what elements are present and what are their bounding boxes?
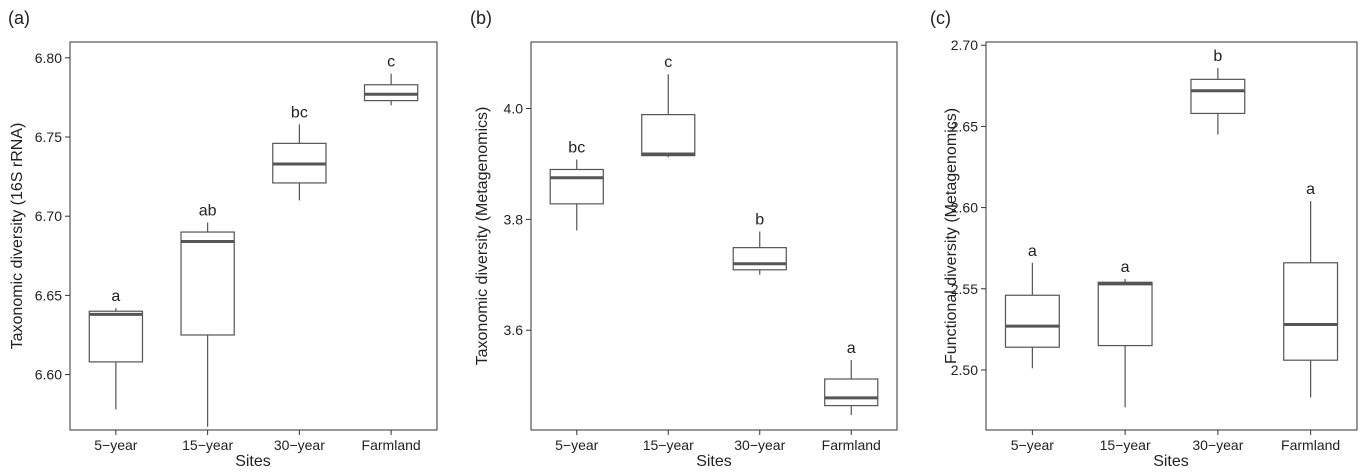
significance-letter: a xyxy=(847,340,856,357)
y-tick-label: 2.65 xyxy=(951,118,978,134)
iqr-box xyxy=(641,114,696,157)
box-1: a xyxy=(1004,243,1060,369)
iqr-box xyxy=(1097,281,1153,347)
iqr-box xyxy=(1283,262,1339,361)
x-tick-label: 5−year xyxy=(94,437,138,453)
y-tick-label: 6.65 xyxy=(35,287,62,303)
plot-frame xyxy=(985,41,1358,431)
x-tick-label: 15−year xyxy=(182,437,233,453)
y-tick-label: 2.50 xyxy=(951,362,978,378)
panel-label: (b) xyxy=(470,8,492,28)
significance-letter: b xyxy=(1213,48,1222,65)
significance-letter: b xyxy=(755,212,764,229)
x-axis-label: Sites xyxy=(235,453,271,467)
y-tick-label: 6.60 xyxy=(35,367,62,383)
x-tick-label: Farmland xyxy=(822,437,881,453)
y-axis-label: Taxonomic diversity (16S rRNA) xyxy=(9,123,26,350)
box-4: c xyxy=(363,54,419,106)
y-tick-label: 3.6 xyxy=(504,322,524,338)
plot-frame xyxy=(69,41,438,431)
x-tick-label: 15−year xyxy=(1100,437,1151,453)
significance-letter: a xyxy=(111,288,120,305)
y-tick-label: 6.80 xyxy=(35,50,62,66)
significance-letter: a xyxy=(1306,181,1315,198)
box-3: b xyxy=(732,212,787,275)
box-4: a xyxy=(1283,181,1339,398)
panel-label: (a) xyxy=(8,8,30,28)
significance-letter: c xyxy=(387,54,395,71)
y-tick-label: 6.75 xyxy=(35,129,62,145)
iqr-box xyxy=(363,84,419,102)
box-3: b xyxy=(1190,48,1246,135)
x-axis-label: Sites xyxy=(696,453,732,467)
y-tick-label: 2.55 xyxy=(951,281,978,297)
significance-letter: bc xyxy=(568,140,585,157)
x-tick-label: 5−year xyxy=(555,437,599,453)
iqr-box xyxy=(88,310,144,363)
x-tick-label: 5−year xyxy=(1011,437,1055,453)
box-1: bc xyxy=(549,140,604,231)
box-2: c xyxy=(641,54,696,158)
panel-label: (c) xyxy=(930,8,951,28)
panel-2: (b) 3.6 3.8 4.0 Taxonomic diversity (Metagen… xyxy=(470,8,898,470)
x-axis-label: Sites xyxy=(1153,453,1189,467)
iqr-box xyxy=(180,231,235,336)
x-tick-label: 15−year xyxy=(643,437,694,453)
iqr-box xyxy=(732,247,787,271)
x-tick-label: 30−year xyxy=(274,437,325,453)
x-tick-label: Farmland xyxy=(1281,437,1340,453)
x-tick-label: Farmland xyxy=(362,437,421,453)
box-3: bc xyxy=(272,104,327,201)
y-axis-label: Taxonomic diversity (Metagenomics) xyxy=(474,107,491,366)
y-axis-label: Functional diversity (Metagenomics) xyxy=(943,108,960,364)
y-tick-label: 6.70 xyxy=(35,208,62,224)
significance-letter: bc xyxy=(291,104,308,121)
y-tick-label: 2.70 xyxy=(951,37,978,53)
iqr-box xyxy=(1004,294,1060,348)
x-tick-label: 30−year xyxy=(734,437,785,453)
plot-frame xyxy=(530,41,898,431)
significance-letter: ab xyxy=(199,203,217,220)
iqr-box xyxy=(1190,78,1246,115)
box-2: ab xyxy=(180,203,235,427)
y-tick-label: 4.0 xyxy=(504,101,524,117)
x-tick-label: 30−year xyxy=(1192,437,1243,453)
significance-letter: a xyxy=(1121,259,1130,276)
box-2: a xyxy=(1097,259,1153,408)
box-4: a xyxy=(824,340,879,416)
significance-letter: c xyxy=(664,54,672,71)
box-1: a xyxy=(88,288,144,410)
panel-3: (c) 2.50 2.55 2.60 2.65 2.70 Functional divers… xyxy=(930,8,1358,470)
y-tick-label: 2.60 xyxy=(951,200,978,216)
y-tick-label: 3.8 xyxy=(504,211,524,227)
iqr-box xyxy=(549,168,604,205)
panel-1: (a) 6.60 6.65 6.70 6.75 6.80 Taxonomic diversi… xyxy=(8,8,438,470)
iqr-box xyxy=(824,378,879,407)
significance-letter: a xyxy=(1028,243,1037,260)
